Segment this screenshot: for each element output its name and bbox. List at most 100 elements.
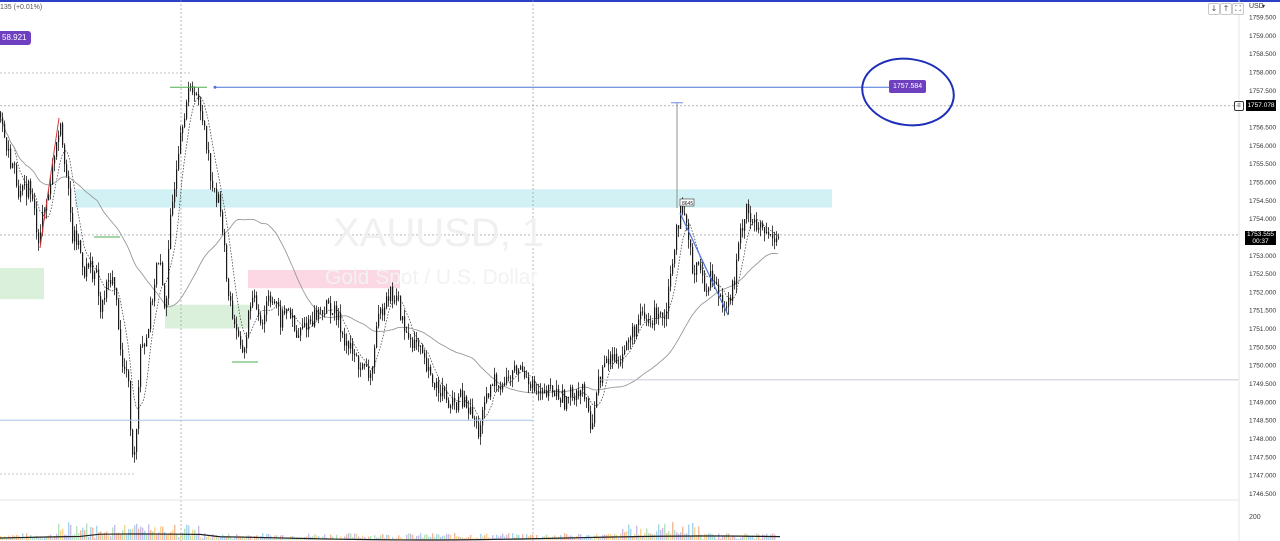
- volume-bar: [704, 533, 706, 540]
- candle-body: [44, 210, 46, 212]
- volume-bar: [258, 538, 260, 540]
- volume-bar: [374, 535, 376, 540]
- candle-body: [670, 273, 672, 287]
- candle-body: [442, 386, 444, 397]
- volume-bar: [456, 536, 458, 540]
- candle-body: [32, 194, 34, 200]
- candle-body: [170, 214, 172, 250]
- candle-body: [592, 423, 594, 430]
- candle-body: [382, 308, 384, 316]
- candle-body: [344, 334, 346, 346]
- candle-body: [252, 297, 254, 307]
- candle-body: [576, 390, 578, 400]
- candle-body: [530, 384, 532, 389]
- trend-line-drawing: [679, 212, 729, 316]
- volume-bar: [730, 537, 732, 540]
- candle-body: [156, 263, 158, 285]
- candle-body: [264, 314, 266, 325]
- candle-body: [540, 390, 542, 394]
- candle-body: [228, 278, 230, 297]
- candle-body: [400, 296, 402, 321]
- volume-bar: [94, 537, 96, 540]
- volume-bar: [180, 533, 182, 540]
- candle-body: [624, 349, 626, 354]
- volume-bar: [428, 536, 430, 540]
- volume-bar: [104, 532, 106, 540]
- volume-bar: [406, 534, 408, 540]
- candle-body: [488, 393, 490, 398]
- candle-body: [464, 396, 466, 407]
- candle-body: [174, 189, 176, 203]
- scroll-down-button[interactable]: ↓: [1208, 3, 1220, 15]
- candle-body: [54, 156, 56, 164]
- fullscreen-icon[interactable]: ⛶: [1232, 3, 1244, 15]
- volume-bar: [54, 536, 56, 540]
- candle-body: [200, 99, 202, 112]
- candle-body: [774, 238, 776, 243]
- candle-body: [280, 306, 282, 328]
- price-axis-tick: 1749.500: [1249, 381, 1276, 388]
- candle-body: [684, 213, 686, 216]
- candle-body: [428, 366, 430, 371]
- volume-bar: [48, 535, 50, 540]
- candle-body: [2, 117, 4, 124]
- volume-bar: [42, 538, 44, 540]
- volume-bar: [410, 533, 412, 540]
- volume-bar: [686, 533, 688, 540]
- volume-bar: [240, 536, 242, 540]
- volume-bar: [420, 533, 422, 540]
- volume-bar: [460, 536, 462, 540]
- candle-body: [654, 307, 656, 325]
- candle-body: [656, 307, 658, 319]
- candle-body: [314, 310, 316, 327]
- candle-body: [552, 385, 554, 393]
- volume-bar: [358, 536, 360, 540]
- volume-bar: [702, 538, 704, 540]
- candle-body: [462, 390, 464, 407]
- horizontal-line-price-tag[interactable]: 1757.584: [889, 80, 927, 93]
- candle-body: [18, 185, 20, 198]
- volume-bar: [544, 535, 546, 540]
- currency-selector[interactable]: USD: [1249, 3, 1264, 10]
- volume-bar: [330, 534, 332, 540]
- volume-bar: [68, 522, 70, 540]
- candle-body: [444, 386, 446, 391]
- volume-bar: [32, 537, 34, 540]
- candle-body: [348, 341, 350, 349]
- candle-body: [140, 346, 142, 388]
- candle-body: [510, 377, 512, 379]
- candle-body: [516, 365, 518, 375]
- volume-bar: [284, 538, 286, 540]
- candle-body: [674, 250, 676, 264]
- candle-body: [40, 232, 42, 244]
- candle-body: [660, 312, 662, 314]
- line-settings-icon[interactable]: ≡: [1234, 101, 1244, 111]
- candle-body: [760, 223, 762, 228]
- candle-body: [644, 312, 646, 320]
- volume-bar: [232, 538, 234, 540]
- volume-bar: [426, 534, 428, 540]
- candle-body: [632, 326, 634, 338]
- candle-body: [548, 384, 550, 397]
- candle-body: [776, 237, 778, 243]
- volume-bar: [160, 526, 162, 540]
- candle-body: [324, 313, 326, 315]
- candle-body: [372, 366, 374, 374]
- candle-body: [34, 199, 36, 209]
- candle-body: [60, 123, 62, 136]
- volume-bar: [662, 528, 664, 540]
- price-axis-tick: 1758.500: [1249, 51, 1276, 58]
- volume-bar: [422, 537, 424, 540]
- candle-body: [502, 385, 504, 390]
- candle-body: [692, 246, 694, 274]
- volume-bar: [174, 524, 176, 540]
- volume-bar: [498, 536, 500, 540]
- chevron-down-icon[interactable]: ▾: [1262, 4, 1266, 10]
- scroll-up-button[interactable]: ↑: [1220, 3, 1232, 15]
- volume-bar: [294, 538, 296, 540]
- candle-body: [186, 102, 188, 119]
- volume-bar: [70, 524, 72, 540]
- candle-body: [286, 309, 288, 314]
- volume-bar: [136, 523, 138, 540]
